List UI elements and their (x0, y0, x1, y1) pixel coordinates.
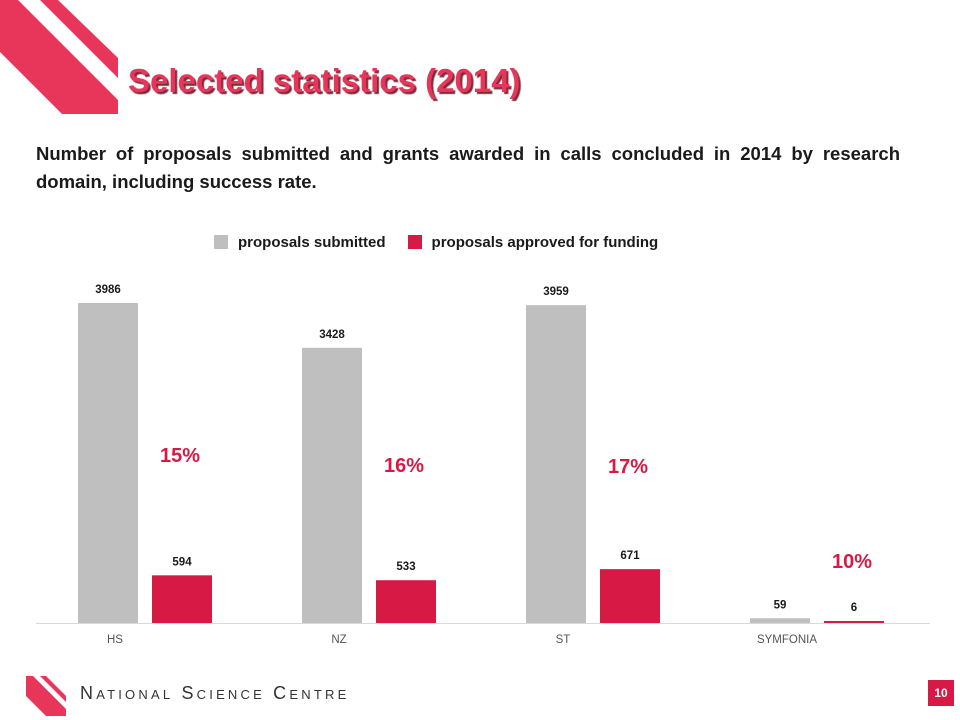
data-label-submitted-hs: 3986 (95, 284, 121, 296)
legend-label-submitted: proposals submitted (238, 233, 386, 251)
success-rate-nz: 16% (384, 455, 424, 477)
legend-swatch-submitted (214, 235, 228, 249)
page-number: 10 (928, 680, 954, 706)
success-rate-st: 17% (608, 456, 648, 478)
bar-approved-hs (152, 575, 212, 623)
legend-item-approved: proposals approved for funding (407, 233, 659, 251)
data-label-submitted-st: 3959 (543, 286, 569, 298)
bar-submitted-hs (78, 303, 138, 623)
page-title: Selected statistics (2014) (128, 62, 521, 99)
category-label-hs: HS (107, 634, 123, 646)
data-label-approved-symfonia: 6 (851, 602, 857, 614)
bar-submitted-st (526, 305, 586, 623)
bar-submitted-symfonia (750, 618, 810, 623)
data-label-submitted-nz: 3428 (319, 329, 345, 341)
footer-logo-icon (26, 676, 66, 716)
bar-approved-symfonia (824, 621, 884, 623)
legend-label-approved: proposals approved for funding (431, 233, 659, 251)
chart-subtitle: Number of proposals submitted and grants… (36, 143, 900, 192)
data-label-submitted-symfonia: 59 (774, 599, 787, 611)
category-label-symfonia: SYMFONIA (757, 634, 817, 646)
ncn-logo-icon (0, 0, 118, 114)
success-rate-hs: 15% (160, 445, 200, 467)
data-label-approved-nz: 533 (396, 561, 415, 573)
chart-legend: proposals submitted proposals approved f… (214, 232, 680, 252)
data-label-approved-hs: 594 (172, 556, 192, 568)
success-rate-symfonia: 10% (832, 551, 872, 573)
footer-organization: National Science Centre (80, 683, 350, 703)
bar-submitted-nz (302, 347, 362, 623)
legend-item-submitted: proposals submitted (214, 234, 386, 251)
legend-swatch-approved (407, 235, 422, 249)
data-label-approved-st: 671 (620, 550, 640, 562)
category-label-nz: NZ (331, 634, 346, 646)
bar-chart: 3986 594 15% HS 3428 533 16% NZ 3959 671 17% ST 59 6 1… (36, 284, 930, 646)
bar-approved-nz (376, 580, 436, 623)
bar-approved-st (600, 569, 660, 623)
category-label-st: ST (556, 634, 571, 646)
